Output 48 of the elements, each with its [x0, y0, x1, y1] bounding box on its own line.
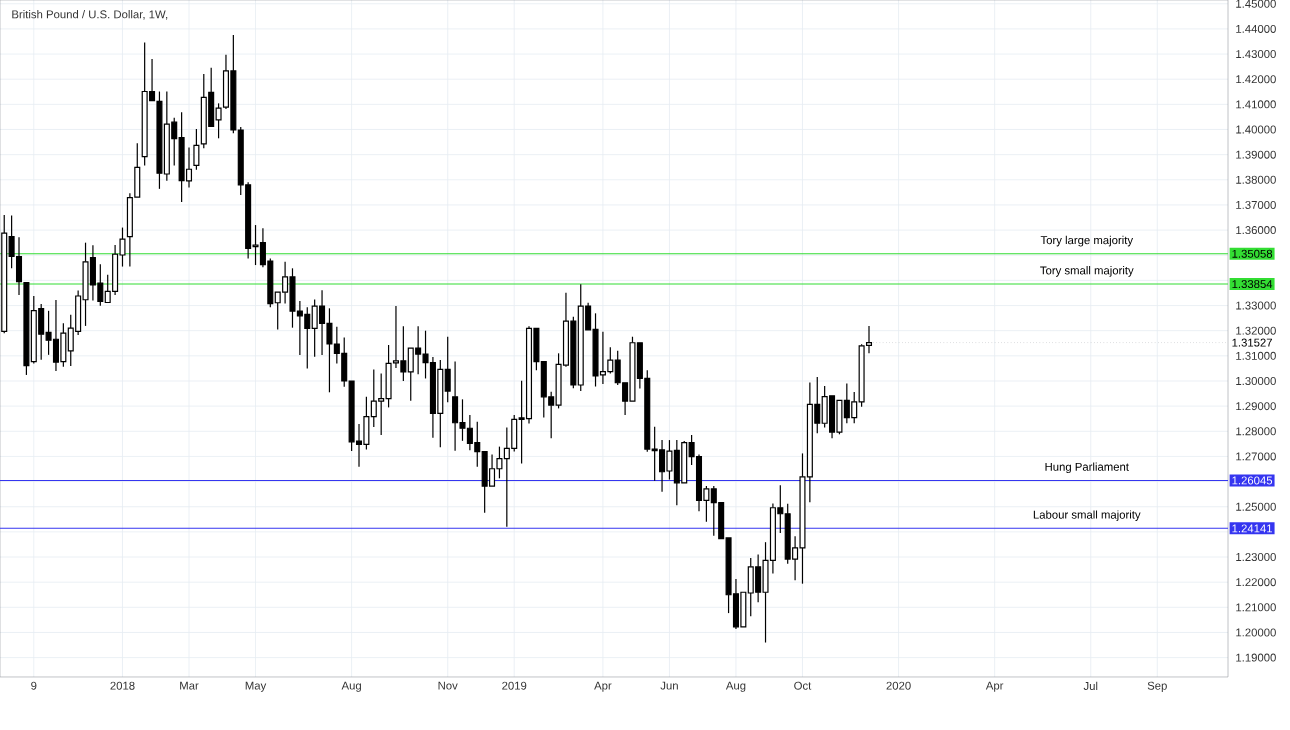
y-tick-label: 1.21000 — [1236, 603, 1276, 612]
y-tick-label: 1.19000 — [1236, 653, 1276, 662]
text: 1.26045 — [1232, 476, 1273, 485]
y-tick-label: 1.32000 — [1236, 326, 1276, 335]
y-tick-label: 1.23000 — [1236, 553, 1276, 562]
x-tick-label: Jun — [660, 681, 678, 690]
x-tick-label: 2020 — [886, 681, 911, 690]
y-tick-label: 1.33000 — [1236, 301, 1276, 310]
y-tick-label: 1.25000 — [1236, 502, 1276, 511]
x-tick-label: Aug — [725, 681, 746, 692]
y-tick-label: 1.39000 — [1236, 150, 1276, 159]
x-tick-label: 2019 — [502, 681, 527, 690]
ref-line-label: Labour small majority — [1033, 510, 1141, 521]
ref-line-label: Hung Parliament — [1045, 462, 1129, 474]
y-tick-label: 1.27000 — [1236, 452, 1276, 461]
y-tick-label: 1.20000 — [1236, 628, 1276, 637]
text: 1.35058 — [1232, 249, 1273, 258]
y-tick-label: 1.42000 — [1236, 75, 1276, 84]
ref-line-label: Tory small majority — [1040, 266, 1134, 277]
x-tick-label: Sep — [1147, 681, 1167, 692]
annotation: 1.31527 — [1232, 338, 1272, 347]
ref-line-label: Tory large majority — [1040, 235, 1134, 247]
y-tick-label: 1.30000 — [1236, 376, 1276, 385]
x-tick-label: May — [245, 681, 267, 692]
x-tick-label: Jul — [1083, 681, 1098, 691]
y-tick-label: 1.41000 — [1236, 100, 1276, 109]
x-tick-label: 9 — [31, 681, 37, 690]
y-tick-label: 1.45000 — [1236, 0, 1276, 8]
text: British Pound / U.S. Dollar, 1W, — [12, 10, 168, 20]
x-tick-label: Nov — [438, 681, 458, 690]
text: 1.33854 — [1232, 280, 1273, 289]
text: 1.24141 — [1232, 524, 1273, 533]
y-tick-label: 1.22000 — [1236, 578, 1276, 587]
y-tick-label: 1.29000 — [1236, 402, 1276, 411]
x-tick-label: Aug — [341, 681, 361, 692]
x-tick-label: 2018 — [110, 681, 135, 690]
y-tick-label: 1.31000 — [1236, 351, 1276, 360]
y-tick-label: 1.43000 — [1236, 50, 1276, 59]
y-tick-label: 1.36000 — [1236, 226, 1276, 235]
y-tick-label: 1.37000 — [1236, 200, 1276, 209]
y-tick-label: 1.40000 — [1236, 125, 1276, 134]
x-tick-label: Mar — [180, 681, 199, 690]
y-tick-label: 1.28000 — [1236, 427, 1276, 436]
x-tick-label: Apr — [985, 681, 1004, 692]
y-tick-label: 1.44000 — [1236, 24, 1276, 33]
x-tick-label: Apr — [594, 681, 612, 692]
x-tick-label: Oct — [794, 681, 812, 690]
y-tick-label: 1.38000 — [1236, 175, 1276, 184]
